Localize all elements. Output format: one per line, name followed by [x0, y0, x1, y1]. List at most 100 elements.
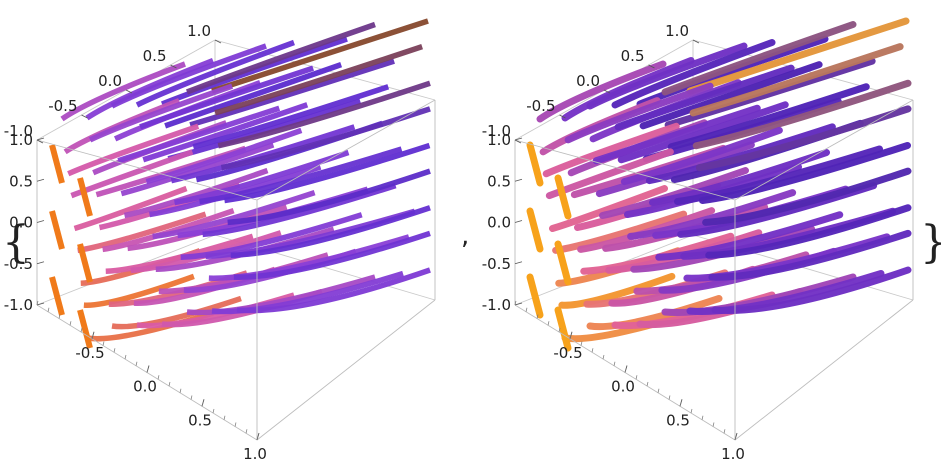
- z-tick-label: -0.5: [482, 255, 511, 273]
- y-tick: [125, 89, 133, 94]
- streamline: [230, 205, 431, 258]
- streamline: [186, 274, 376, 316]
- streamline: [186, 21, 376, 95]
- streamline: [692, 79, 912, 150]
- streamline: [160, 36, 348, 107]
- close-brace: }: [920, 217, 941, 268]
- z-tick-label: -1.0: [482, 296, 511, 314]
- streamline: [77, 177, 93, 217]
- x-minor-tick: [591, 348, 594, 353]
- streamline: [564, 82, 714, 144]
- x-minor-tick: [657, 388, 660, 393]
- y-tick-label: 1.0: [187, 22, 211, 40]
- y-tick-label: -0.5: [48, 97, 77, 115]
- streamline: [699, 142, 911, 204]
- streamline: [580, 232, 735, 275]
- streamline: [135, 39, 295, 108]
- x-minor-tick: [190, 395, 193, 400]
- streamline: [617, 101, 789, 164]
- streamline: [152, 190, 316, 240]
- z-tick: [514, 178, 523, 182]
- streamline: [689, 43, 904, 117]
- streamlines: [49, 18, 431, 349]
- streamline: [120, 142, 275, 197]
- z-tick-label: -0.5: [4, 255, 33, 273]
- x-minor-tick: [36, 300, 39, 306]
- box-front-edges: [36, 99, 436, 441]
- streamline: [592, 104, 761, 165]
- x-minor-tick: [536, 314, 539, 319]
- z-tick: [36, 261, 45, 265]
- y-tick-label: -1.0: [4, 122, 33, 140]
- streamline: [214, 44, 423, 116]
- y-tick: [214, 39, 222, 44]
- x-minor-tick: [113, 348, 116, 353]
- streamline: [227, 168, 431, 226]
- x-minor-tick: [602, 354, 605, 360]
- x-tick-label: 1.0: [721, 445, 745, 463]
- streamline: [620, 126, 783, 186]
- x-minor-tick: [734, 435, 737, 441]
- streamline: [664, 57, 876, 129]
- streamline: [705, 204, 912, 259]
- streamline: [110, 43, 267, 109]
- axis-ticks: 1.0 0.5 0.0 -0.5 -1.0 -1.0 -0.5 0.0 0.5 1.0 -0.5 0.…: [482, 22, 745, 463]
- streamline: [542, 122, 680, 178]
- streamline: [667, 83, 870, 151]
- x-tick-label: -0.5: [553, 344, 582, 362]
- x-minor-tick: [102, 341, 105, 346]
- streamline: [526, 207, 544, 253]
- streamline: [77, 309, 93, 349]
- stream-plot-ribbons: 1.0 0.5 0.0 -0.5 -1.0 -1.0 -0.5 0.0 0.5 1.0 -0.5 0.…: [4, 18, 436, 463]
- streamline: [202, 183, 397, 238]
- streamline: [233, 230, 431, 280]
- streamline: [220, 106, 431, 171]
- x-tick-label: 0.5: [188, 411, 212, 429]
- x-minor-tick: [80, 327, 83, 333]
- streamline: [67, 123, 200, 177]
- x-minor-tick: [514, 300, 517, 306]
- streamline: [77, 243, 93, 283]
- x-tick-label: 0.0: [133, 378, 157, 396]
- x-minor-tick: [234, 422, 237, 427]
- y-tick: [648, 64, 655, 69]
- x-minor-tick: [547, 321, 550, 326]
- streamline: [130, 230, 282, 273]
- z-tick-label: 1.0: [9, 131, 33, 149]
- streamline: [655, 211, 844, 261]
- streamline: [611, 39, 776, 109]
- streamline: [639, 61, 823, 130]
- x-tick-label: 0.5: [666, 411, 690, 429]
- streamline: [224, 142, 431, 204]
- streamline: [552, 210, 688, 254]
- y-tick-label: 0.0: [576, 72, 600, 90]
- streamline: [49, 276, 65, 316]
- x-minor-tick: [223, 415, 226, 420]
- y-tick-label: 0.0: [98, 72, 122, 90]
- x-minor-tick: [179, 388, 182, 393]
- y-tick: [170, 64, 177, 69]
- x-minor-tick: [701, 415, 704, 420]
- streamline: [180, 212, 363, 260]
- x-minor-tick: [569, 334, 572, 339]
- list-separator-comma: ,: [461, 221, 469, 251]
- z-tick: [36, 220, 45, 223]
- x-minor-tick: [91, 334, 94, 339]
- streamline: [708, 229, 912, 281]
- x-minor-tick: [723, 429, 726, 434]
- x-minor-tick: [201, 402, 204, 407]
- z-tick: [514, 220, 523, 223]
- streamline: [711, 266, 912, 314]
- x-tick-label: -0.5: [75, 344, 104, 362]
- z-tick-label: 0.5: [9, 172, 33, 190]
- x-minor-tick: [690, 408, 693, 414]
- x-minor-tick: [256, 435, 259, 441]
- x-minor-tick: [646, 381, 649, 387]
- streamline: [236, 267, 431, 314]
- y-tick: [692, 39, 700, 44]
- streamline: [192, 84, 390, 150]
- y-tick-label: -1.0: [482, 122, 511, 140]
- x-minor-tick: [580, 341, 583, 346]
- x-minor-tick: [525, 307, 528, 312]
- x-minor-tick: [212, 408, 215, 414]
